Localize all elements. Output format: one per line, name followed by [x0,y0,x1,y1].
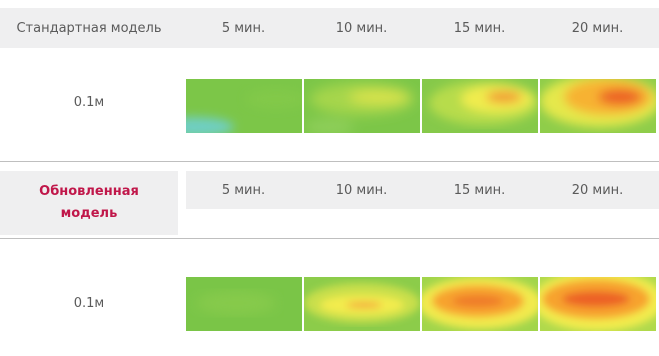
standard-header-row: Стандартная модель 5 мин. 10 мин. 15 мин… [0,8,659,48]
standard-heatmap-5min [186,79,302,133]
updated-heatmap-20min [540,277,656,331]
updated-heatmap-10min [304,277,420,331]
updated-time-20: 20 мин. [571,182,624,198]
updated-time-15: 15 мин. [453,182,506,198]
standard-time-10: 10 мин. [335,20,388,36]
standard-time-5: 5 мин. [221,20,266,36]
updated-heatmap-5min [186,277,302,331]
updated-heatmap-15min [422,277,538,331]
updated-time-10: 10 мин. [335,182,388,198]
updated-heatmaps [186,277,656,331]
standard-heatmap-20min [540,79,656,133]
standard-time-15: 15 мин. [453,20,506,36]
standard-heatmap-15min [422,79,538,133]
standard-depth-label: 0.1м [73,95,105,110]
standard-heatmaps [186,79,656,133]
updated-title-line1: Обновленная [39,184,139,199]
standard-model-title: Стандартная модель [16,20,162,36]
updated-header-row: Обновленная модель 5 мин. 10 мин. 15 мин… [0,171,659,235]
updated-title-line2: модель [60,206,118,221]
standard-heatmap-10min [304,79,420,133]
standard-time-20: 20 мин. [571,20,624,36]
updated-time-5: 5 мин. [221,182,266,198]
updated-divider [0,238,659,239]
updated-model-title: Обновленная модель [0,171,178,235]
updated-time-strip [186,171,659,209]
section-divider [0,161,659,162]
updated-depth-label: 0.1м [73,296,105,311]
